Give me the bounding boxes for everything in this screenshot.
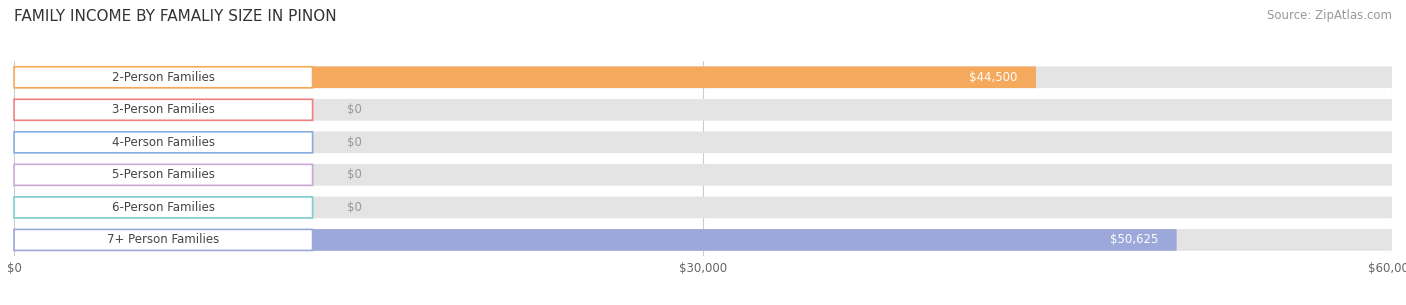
Text: FAMILY INCOME BY FAMALIY SIZE IN PINON: FAMILY INCOME BY FAMALIY SIZE IN PINON bbox=[14, 9, 336, 24]
FancyBboxPatch shape bbox=[14, 66, 1392, 88]
Text: $0: $0 bbox=[347, 201, 361, 214]
FancyBboxPatch shape bbox=[14, 99, 1392, 121]
FancyBboxPatch shape bbox=[14, 197, 312, 218]
Text: $50,625: $50,625 bbox=[1109, 233, 1159, 246]
Text: 7+ Person Families: 7+ Person Families bbox=[107, 233, 219, 246]
Text: $44,500: $44,500 bbox=[969, 71, 1018, 84]
FancyBboxPatch shape bbox=[14, 131, 1392, 153]
Text: 3-Person Families: 3-Person Families bbox=[112, 103, 215, 116]
Text: $0: $0 bbox=[347, 103, 361, 116]
Text: $0: $0 bbox=[347, 168, 361, 181]
Text: 5-Person Families: 5-Person Families bbox=[112, 168, 215, 181]
FancyBboxPatch shape bbox=[14, 229, 1392, 251]
FancyBboxPatch shape bbox=[14, 132, 312, 153]
Text: Source: ZipAtlas.com: Source: ZipAtlas.com bbox=[1267, 9, 1392, 22]
FancyBboxPatch shape bbox=[14, 164, 1392, 186]
FancyBboxPatch shape bbox=[14, 229, 1177, 251]
Text: $0: $0 bbox=[347, 136, 361, 149]
FancyBboxPatch shape bbox=[14, 164, 312, 185]
FancyBboxPatch shape bbox=[14, 229, 312, 250]
Text: 4-Person Families: 4-Person Families bbox=[112, 136, 215, 149]
FancyBboxPatch shape bbox=[14, 66, 1036, 88]
FancyBboxPatch shape bbox=[14, 67, 312, 88]
FancyBboxPatch shape bbox=[14, 196, 1392, 218]
Text: 2-Person Families: 2-Person Families bbox=[112, 71, 215, 84]
FancyBboxPatch shape bbox=[14, 99, 312, 120]
Text: 6-Person Families: 6-Person Families bbox=[112, 201, 215, 214]
